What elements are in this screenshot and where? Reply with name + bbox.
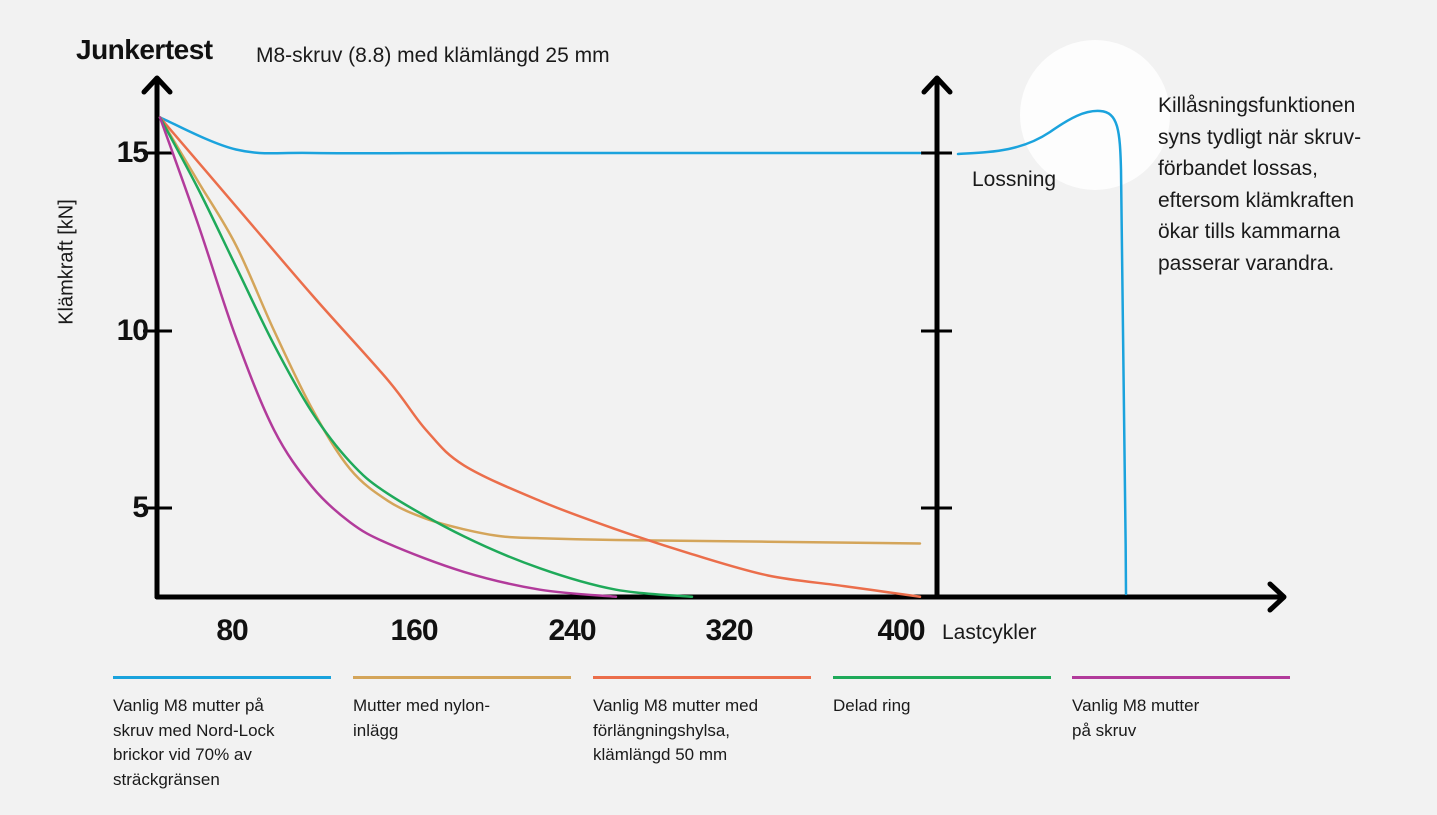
- legend-label: Mutter med nylon- inlägg: [353, 694, 571, 743]
- y-axis-left-arrow: [141, 75, 173, 95]
- legend-label-line: Delad ring: [833, 696, 911, 715]
- annotation-line: eftersom klämkraften: [1158, 188, 1355, 212]
- legend-label-line: sträckgränsen: [113, 769, 220, 789]
- series-lines: [158, 116, 922, 599]
- chart-title: Junkertest: [76, 34, 213, 65]
- y-axis-right-arrow: [921, 75, 953, 95]
- y-tick-label-10: 10: [116, 314, 149, 347]
- series-line-3: [158, 116, 694, 599]
- legend-label-line: klämlängd 50 mm: [593, 745, 728, 764]
- legend-label-line: skruv med Nord-Lock: [113, 720, 275, 740]
- legend-label: Delad ring: [833, 694, 1051, 719]
- legend-label: Vanlig M8 mutter på skruv med Nord-Lock …: [113, 694, 331, 792]
- x-tick-label-80: 80: [216, 614, 248, 647]
- x-tick-label-320: 320: [705, 614, 753, 647]
- loosening-label: Lossning: [972, 168, 1057, 191]
- legend-label-line: Vanlig M8 mutter: [1072, 696, 1200, 715]
- legend-label-line: Vanlig M8 mutter med: [593, 696, 759, 715]
- legend-item-nylon: Mutter med nylon- inlägg: [353, 676, 571, 743]
- series-line-0: [158, 116, 922, 155]
- x-axis-arrow: [1267, 581, 1287, 613]
- x-tick-label-240: 240: [548, 614, 596, 647]
- annotation-line: ökar tills kammarna: [1158, 220, 1341, 243]
- legend-label-line: Vanlig M8 mutter på: [113, 696, 264, 715]
- x-tick-label-160: 160: [390, 614, 438, 647]
- y-axis-label: Klämkraft [kN]: [55, 199, 78, 325]
- legend-label-line: brickor vid 70% av: [113, 745, 252, 764]
- tick-marks: [143, 151, 952, 510]
- x-axis-label: Lastcykler: [942, 621, 1037, 644]
- series-line-4: [158, 116, 618, 599]
- legend-label-line: inlägg: [353, 720, 399, 740]
- main-axes: [141, 75, 1287, 613]
- legend-label-line: Mutter med nylon-: [353, 696, 490, 715]
- legend-label: Vanlig M8 mutter med förlängningshylsa, …: [593, 694, 811, 768]
- highlight-circle: [1020, 40, 1170, 190]
- legend-item-split-ring: Delad ring: [833, 676, 1051, 719]
- legend-item-extension-sleeve: Vanlig M8 mutter med förlängningshylsa, …: [593, 676, 811, 768]
- loosening-annotation: Killåsningsfunktionen syns tydligt när s…: [1158, 90, 1428, 279]
- chart-subtitle: M8-skruv (8.8) med klämlängd 25 mm: [256, 44, 610, 67]
- loosening-curve: [956, 109, 1128, 596]
- legend-swatch: [113, 676, 331, 679]
- legend-swatch: [593, 676, 811, 679]
- legend-swatch: [353, 676, 571, 679]
- y-tick-label-5: 5: [132, 491, 149, 524]
- legend-item-plain-nut: Vanlig M8 mutter på skruv: [1072, 676, 1290, 743]
- legend-swatch: [833, 676, 1051, 679]
- y-tick-label-15: 15: [116, 136, 149, 169]
- legend-item-nord-lock: Vanlig M8 mutter på skruv med Nord-Lock …: [113, 676, 331, 792]
- annotation-line: förbandet lossas,: [1158, 157, 1318, 180]
- legend-swatch: [1072, 676, 1290, 679]
- annotation-line: Killåsningsfunktionen: [1158, 94, 1356, 117]
- legend-label-line: förlängningshylsa,: [593, 720, 731, 740]
- annotation-line: passerar varandra.: [1158, 251, 1335, 275]
- legend-label: Vanlig M8 mutter på skruv: [1072, 694, 1290, 743]
- series-line-2: [158, 116, 922, 599]
- annotation-line: syns tydligt när skruv-: [1158, 125, 1362, 149]
- series-line-1: [158, 116, 922, 545]
- x-tick-label-400: 400: [877, 614, 925, 647]
- legend-label-line: på skruv: [1072, 720, 1137, 740]
